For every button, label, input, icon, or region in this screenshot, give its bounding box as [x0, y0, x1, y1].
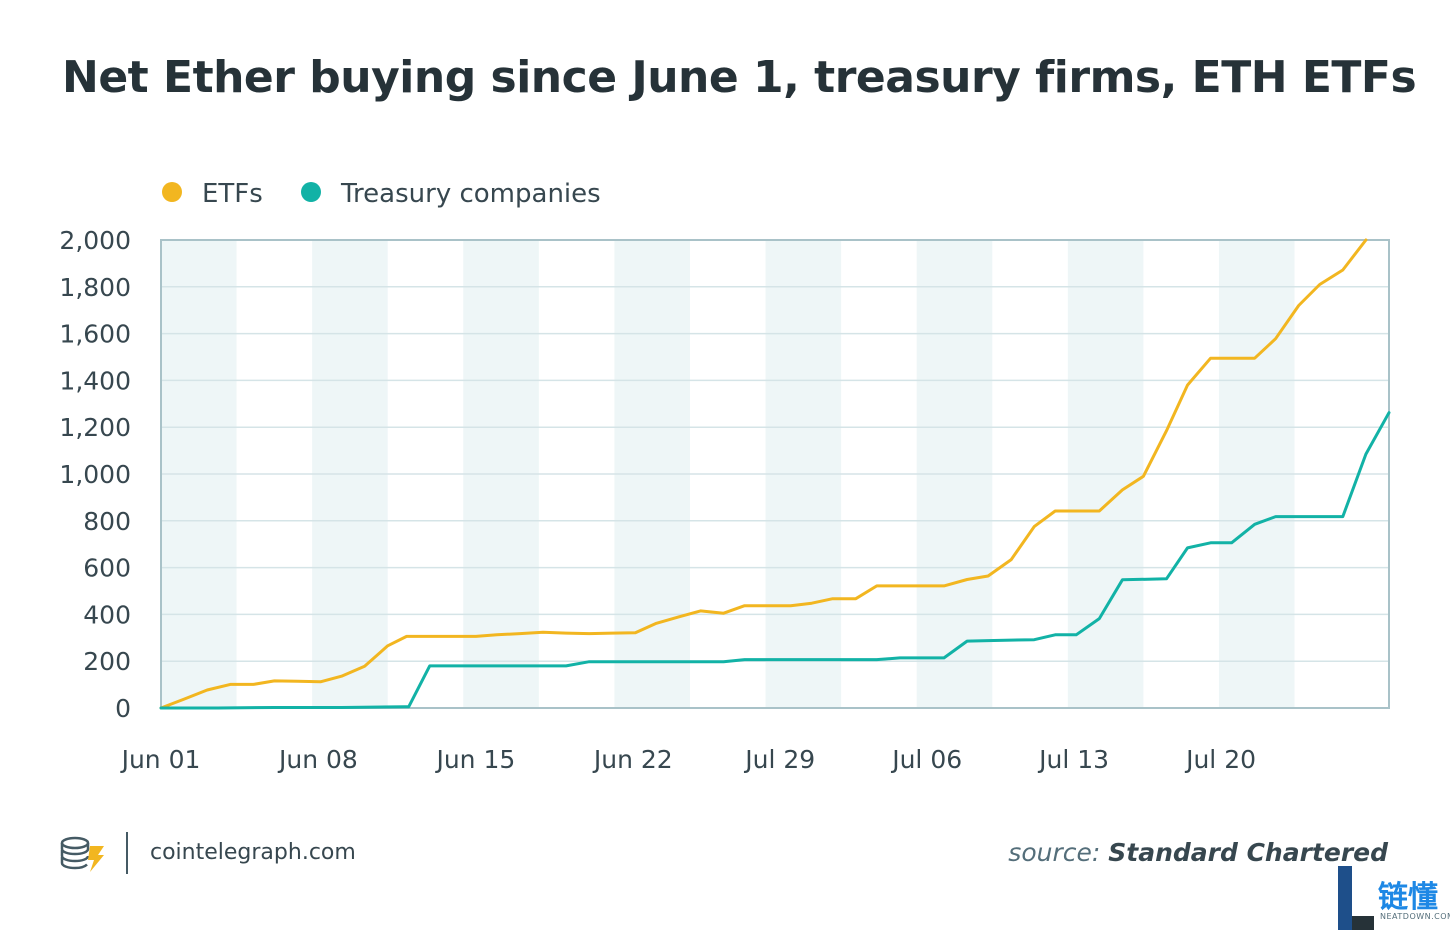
x-tick-label: Jul 20 — [1184, 745, 1256, 774]
x-tick-label: Jun 08 — [277, 745, 358, 774]
chart-title: Net Ether buying since June 1, treasury … — [62, 52, 1417, 103]
y-axis-ticks: 0 200 400 600 800 1,000 1,200 1,400 1,600 1,800 2,… — [59, 226, 131, 723]
y-tick-label: 600 — [83, 554, 131, 583]
x-tick-label: Jul 13 — [1037, 745, 1109, 774]
x-tick-label: Jul 06 — [890, 745, 962, 774]
watermark-subtext: NEATDOWN.COM — [1380, 912, 1450, 921]
legend-item-etfs[interactable]: ETFs — [162, 179, 263, 209]
y-tick-label: 200 — [83, 647, 131, 676]
x-axis-ticks: Jun 01 Jun 08 Jun 15 Jun 22 Jul 29 Jul 06 Jul … — [120, 745, 1256, 774]
source-name: Standard Chartered — [1108, 838, 1388, 867]
watermark-logo-icon — [1338, 866, 1374, 930]
y-tick-label: 2,000 — [59, 226, 131, 255]
legend-item-treasury[interactable]: Treasury companies — [301, 179, 601, 209]
source-credit: source: Standard Chartered — [1008, 838, 1388, 867]
y-tick-label: 1,000 — [59, 460, 131, 489]
y-tick-label: 0 — [115, 694, 131, 723]
y-tick-label: 1,400 — [59, 366, 131, 395]
source-prefix: source: — [1008, 838, 1109, 867]
series-line-treasury — [159, 411, 1391, 710]
site-name: cointelegraph.com — [150, 840, 356, 865]
x-tick-label: Jul 29 — [743, 745, 815, 774]
y-tick-label: 400 — [83, 600, 131, 629]
x-tick-label: Jun 22 — [592, 745, 673, 774]
legend-marker-treasury — [301, 182, 321, 202]
y-tick-label: 1,800 — [59, 273, 131, 302]
legend: ETFs Treasury companies — [162, 179, 601, 209]
cointelegraph-logo-icon — [60, 836, 104, 872]
x-tick-label: Jun 15 — [434, 745, 515, 774]
brand-divider — [126, 832, 128, 874]
legend-marker-etfs — [162, 182, 182, 202]
x-tick-label: Jun 01 — [120, 745, 201, 774]
gridlines — [161, 286, 1389, 662]
series-lines — [159, 238, 1391, 710]
y-tick-label: 800 — [83, 507, 131, 536]
plot-frame — [160, 239, 1390, 709]
watermark: 链懂 NEATDOWN.COM — [1338, 866, 1450, 934]
legend-label-etfs: ETFs — [202, 179, 263, 209]
legend-label-treasury: Treasury companies — [340, 179, 601, 209]
y-tick-label: 1,600 — [59, 320, 131, 349]
series-line-etfs — [159, 238, 1368, 710]
y-tick-label: 1,200 — [59, 413, 131, 442]
watermark-text: 链懂 — [1378, 880, 1438, 915]
